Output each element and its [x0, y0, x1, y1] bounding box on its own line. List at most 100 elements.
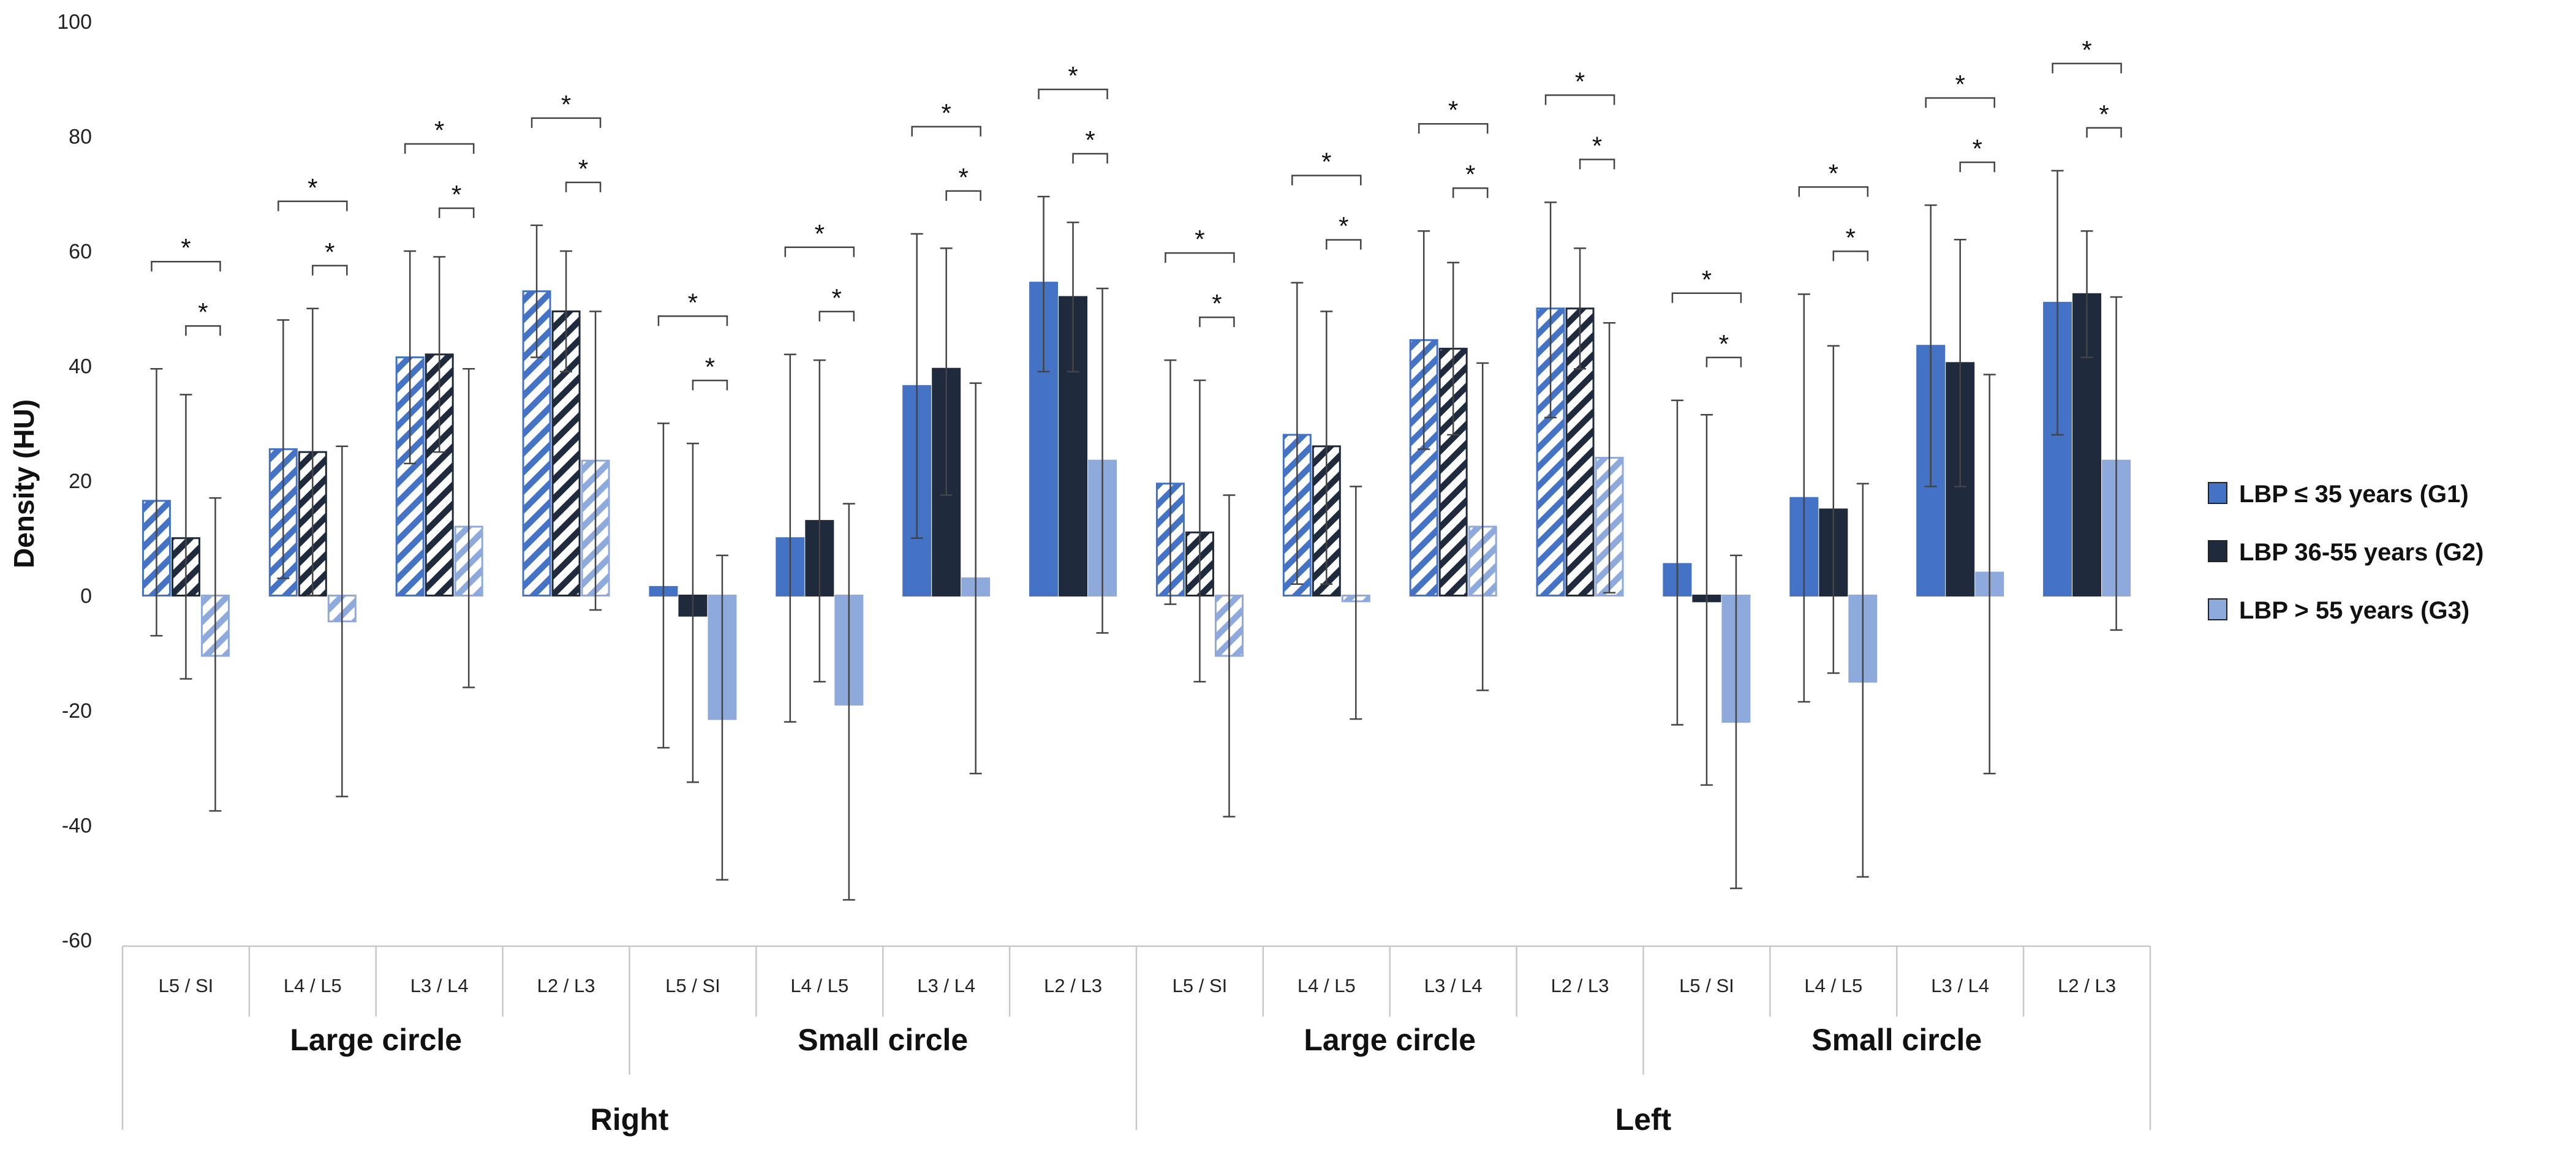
category-label: L5 / SI [1173, 975, 1228, 996]
category-label: L3 / L4 [917, 975, 975, 996]
bracket-g2-g3 [1705, 356, 1742, 367]
subgroup-label: Small circle [1811, 1023, 1982, 1057]
bracket-g2-g3 [185, 325, 221, 336]
significance-star: * [578, 154, 588, 183]
bracket-g2-g3 [945, 190, 981, 201]
legend-label: LBP 36-55 years (G2) [2239, 539, 2483, 566]
bracket-g1-g3 [2052, 62, 2122, 73]
significance-star: * [1448, 96, 1458, 124]
category-label: L2 / L3 [1044, 975, 1102, 996]
legend-swatch [2208, 540, 2227, 562]
category-label: L4 / L5 [790, 975, 848, 996]
bar [1409, 339, 1438, 596]
significance-star: * [1195, 225, 1204, 254]
bracket-g2-g3 [312, 265, 348, 276]
y-tick-label: 40 [69, 355, 92, 378]
category-label: L5 / SI [159, 975, 214, 996]
legend-label: LBP > 55 years (G3) [2239, 597, 2469, 624]
significance-star: * [1829, 159, 1838, 187]
legend-swatch [2208, 482, 2227, 504]
significance-star: * [308, 173, 317, 202]
y-tick-label: -20 [62, 699, 92, 723]
bracket-g1-g3 [1038, 88, 1108, 99]
bracket-g1-g3 [1798, 186, 1869, 197]
significance-star: * [451, 180, 461, 209]
significance-star: * [2099, 100, 2109, 129]
category-label: L4 / L5 [284, 975, 342, 996]
y-axis: -60 -40 -20 0 20 40 60 80 100 [57, 10, 92, 952]
bracket-g1-g3 [1291, 175, 1362, 186]
x-axis: L5 / SI L4 / L5 L3 / L4 L2 / L3 L5 / SI L4 / … [121, 945, 2151, 1137]
significance-star: * [1085, 126, 1095, 154]
bracket-g2-g3 [1326, 239, 1362, 250]
bracket-g1-g3 [1925, 97, 1995, 108]
category-label: L3 / L4 [1424, 975, 1483, 996]
significance-star: * [688, 288, 698, 317]
y-tick-label: 80 [69, 126, 92, 149]
significance-star: * [1465, 160, 1475, 189]
bracket-g1-g3 [1671, 292, 1742, 303]
significance-star: * [1719, 329, 1729, 358]
significance-star: * [1973, 134, 1982, 163]
category-label: L4 / L5 [1804, 975, 1862, 996]
bracket-g2-g3 [692, 380, 728, 391]
significance-star: * [325, 238, 334, 266]
side-label: Right [591, 1102, 669, 1137]
bracket-g2-g3 [1199, 316, 1235, 328]
bracket-g1-g3 [1544, 94, 1615, 105]
bracket-g2-g3 [1832, 250, 1869, 261]
category-label: L2 / L3 [2058, 975, 2116, 996]
significance-star: * [1592, 131, 1602, 160]
significance-star: * [1955, 70, 1965, 99]
significance-layer: * * * * * * * * * * * * * * * * * * * * * * * * * * * * * * * * [151, 36, 2122, 391]
bracket-g1-g3 [278, 200, 348, 211]
significance-star: * [942, 99, 951, 127]
bracket-g2-g3 [2086, 127, 2122, 138]
subgroup-label: Small circle [798, 1023, 968, 1057]
category-label: L2 / L3 [537, 975, 595, 996]
bracket-g2-g3 [438, 207, 475, 218]
bars-layer [142, 282, 2131, 723]
bracket-g1-g3 [784, 246, 855, 257]
category-label: L2 / L3 [1551, 975, 1609, 996]
significance-star: * [434, 116, 444, 145]
y-tick-label: 0 [80, 585, 92, 608]
category-label: L4 / L5 [1297, 975, 1356, 996]
legend-swatch [2208, 598, 2227, 620]
significance-star: * [1068, 61, 1078, 90]
y-tick-label: 20 [69, 470, 92, 493]
significance-star: * [198, 298, 208, 326]
bracket-g1-g3 [531, 117, 602, 128]
category-label: L3 / L4 [1931, 975, 1989, 996]
significance-star: * [1321, 148, 1331, 176]
category-label: L3 / L4 [410, 975, 469, 996]
bracket-g2-g3 [565, 181, 602, 192]
bracket-g1-g3 [404, 143, 475, 154]
y-axis-title: Density (HU) [8, 399, 40, 568]
significance-star: * [1212, 289, 1222, 318]
y-tick-label: -60 [62, 929, 92, 952]
significance-star: * [561, 90, 571, 119]
significance-star: * [1575, 67, 1585, 96]
significance-star: * [1339, 212, 1348, 241]
error-bars-layer [150, 170, 2123, 901]
bracket-g2-g3 [1959, 161, 1995, 172]
significance-star: * [181, 233, 191, 262]
bracket-g2-g3 [818, 310, 855, 322]
bracket-g1-g3 [911, 126, 981, 137]
y-tick-label: 100 [57, 10, 92, 34]
category-label: L5 / SI [1679, 975, 1734, 996]
bracket-g1-g3 [1418, 122, 1489, 134]
significance-star: * [705, 352, 715, 381]
significance-star: * [832, 284, 842, 312]
subgroup-label: Large circle [1304, 1023, 1476, 1057]
significance-star: * [2082, 36, 2091, 64]
side-label: Left [1615, 1102, 1672, 1137]
bracket-g2-g3 [1072, 152, 1108, 164]
bracket-g1-g3 [151, 260, 221, 272]
y-tick-label: 60 [69, 240, 92, 263]
bracket-g1-g3 [1165, 252, 1235, 263]
bracket-g2-g3 [1579, 159, 1615, 170]
